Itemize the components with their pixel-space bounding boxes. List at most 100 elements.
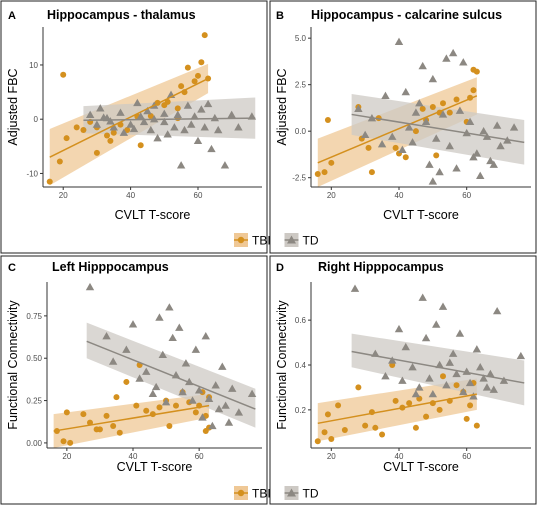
data-point-td (404, 123, 414, 131)
panel-frame (0, 255, 268, 505)
data-point-td (496, 141, 505, 150)
y-tick-label: 0 (34, 115, 39, 124)
data-point-tbi (362, 422, 369, 429)
data-point-tbi (103, 412, 110, 419)
data-point-td (432, 134, 441, 142)
data-point-td (425, 374, 434, 382)
panel-title: Right Hipppocampus (318, 260, 444, 274)
y-tick-label: 0.4 (295, 361, 307, 370)
data-point-td (175, 323, 184, 331)
data-point-tbi (412, 424, 419, 431)
legend-label-td: TD (303, 487, 319, 501)
data-point-td (228, 384, 237, 392)
data-point-td (415, 99, 424, 107)
data-point-tbi (147, 112, 154, 119)
data-point-tbi (368, 169, 375, 176)
data-point-td (126, 120, 135, 128)
data-point-tbi (80, 411, 87, 418)
data-point-tbi (473, 68, 480, 75)
data-point-td (190, 112, 199, 120)
x-axis-label: CVLT T-score (383, 208, 459, 222)
data-point-tbi (192, 409, 199, 416)
data-point-td (489, 160, 498, 168)
data-point-td (227, 110, 236, 119)
x-tick-label: 40 (126, 191, 135, 200)
data-point-tbi (406, 400, 413, 407)
data-point-td (489, 385, 498, 393)
data-point-td (170, 123, 179, 131)
data-point-td (161, 398, 171, 406)
data-point-td (479, 374, 488, 382)
data-point-tbi (96, 426, 103, 433)
data-point-tbi (104, 132, 111, 139)
data-point-tbi (113, 394, 120, 401)
data-point-td (160, 109, 169, 117)
panel-letter: C (8, 262, 16, 274)
data-point-tbi (341, 427, 348, 434)
data-point-tbi (324, 411, 331, 418)
data-point-td (220, 161, 230, 169)
data-point-tbi (419, 105, 426, 112)
data-point-tbi (473, 422, 480, 429)
data-point-tbi (56, 158, 63, 165)
data-point-td (445, 141, 454, 150)
data-point-td (146, 125, 156, 134)
data-point-td (459, 387, 468, 396)
data-point-td (442, 380, 451, 389)
data-point-tbi (107, 137, 114, 144)
data-point-td (418, 293, 427, 301)
data-point-td (135, 374, 144, 382)
y-axis-label: Functional Connectivity (6, 300, 20, 430)
data-point-tbi (433, 152, 440, 159)
data-point-td (492, 306, 502, 315)
data-point-tbi (166, 422, 173, 429)
data-point-td (486, 156, 495, 165)
data-point-td (122, 345, 131, 353)
legend-key-td (284, 233, 299, 247)
legend-label-td: TD (303, 234, 319, 248)
legend-circle-marker (237, 236, 245, 244)
data-point-td (377, 140, 387, 148)
y-tick-label: 0.75 (26, 312, 42, 321)
data-point-td (388, 356, 397, 364)
data-point-td (435, 167, 444, 176)
panel-b: 20 40 60 -2.5 0.0 2.5 5.0 CVLT T-score Adjusted … (275, 8, 531, 222)
data-point-td (142, 367, 151, 375)
x-tick-label: 20 (62, 452, 71, 461)
data-point-td (445, 358, 454, 366)
data-point-td (499, 376, 509, 384)
data-point-td (203, 99, 213, 108)
data-point-tbi (402, 154, 409, 161)
data-point-td (401, 87, 410, 96)
x-axis-label: CVLT T-score (115, 208, 191, 222)
data-point-td (465, 378, 475, 387)
data-point-td (148, 389, 158, 397)
data-point-tbi (467, 402, 474, 409)
data-point-tbi (379, 431, 386, 438)
data-point-td (425, 160, 434, 168)
data-point-td (381, 372, 390, 380)
data-point-tbi (60, 438, 67, 445)
data-point-td (408, 363, 417, 371)
data-point-td (415, 383, 424, 391)
data-point-td (198, 413, 207, 421)
data-point-td (116, 108, 125, 116)
data-point-tbi (173, 402, 179, 409)
panel-letter: D (276, 262, 284, 274)
data-point-td (459, 58, 468, 66)
x-tick-label: 60 (462, 452, 471, 461)
data-point-td (85, 110, 95, 119)
panel-title: Hippocampus - calcarine sulcus (311, 8, 502, 22)
panel-letter: B (276, 10, 284, 22)
y-tick-label: -2.5 (292, 174, 306, 183)
panel-frame (269, 0, 537, 254)
data-point-td (221, 401, 230, 409)
data-point-tbi (463, 415, 470, 422)
data-point-tbi (124, 127, 131, 134)
data-point-td (465, 117, 475, 126)
data-point-td (401, 342, 410, 351)
data-point-td (411, 389, 421, 398)
data-point-td (224, 418, 234, 426)
panel-frame (0, 0, 268, 254)
